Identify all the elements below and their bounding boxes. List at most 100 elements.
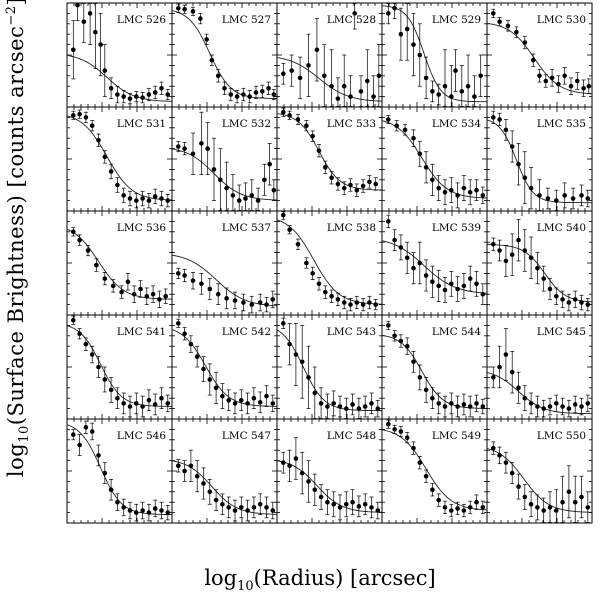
data-point	[442, 404, 448, 409]
data-point	[271, 92, 277, 97]
model-curve	[276, 113, 382, 191]
data-point	[239, 505, 244, 510]
panel: LMC 537	[171, 210, 278, 316]
data-point	[586, 83, 592, 89]
data-point	[554, 508, 559, 513]
data-point	[562, 193, 567, 198]
panel: LMC 546	[66, 418, 173, 524]
data-point	[251, 395, 257, 401]
data-point	[297, 75, 303, 81]
data-point	[270, 401, 276, 406]
data-point	[81, 19, 87, 25]
model-curve	[171, 460, 278, 515]
data-point	[146, 510, 152, 515]
data-point	[257, 400, 263, 405]
data-point	[335, 297, 341, 302]
data-point	[354, 187, 360, 193]
data-point	[134, 510, 139, 515]
data-point	[157, 297, 162, 302]
data-point	[478, 73, 484, 79]
data-point	[373, 302, 379, 307]
data-point	[325, 499, 330, 505]
data-point	[369, 401, 374, 406]
data-point	[453, 68, 458, 73]
data-point	[96, 364, 101, 370]
data-point	[491, 11, 496, 16]
data-point	[98, 42, 103, 47]
data-point	[386, 117, 391, 122]
data-point	[312, 390, 318, 396]
data-point	[159, 196, 164, 201]
data-point	[134, 401, 139, 406]
data-point	[201, 481, 206, 486]
data-point	[209, 57, 215, 63]
data-point	[461, 508, 467, 513]
data-point	[474, 281, 479, 287]
data-point	[228, 92, 234, 97]
data-point	[337, 404, 343, 409]
panel-label: LMC 549	[432, 430, 481, 442]
panel-label: LMC 529	[432, 14, 481, 26]
data-point	[121, 401, 126, 406]
data-point	[115, 92, 120, 97]
data-point	[509, 144, 515, 149]
data-point	[257, 501, 263, 507]
data-point	[503, 460, 509, 465]
data-point	[245, 401, 250, 406]
data-point	[358, 89, 364, 94]
data-point	[465, 83, 471, 89]
data-point	[264, 505, 269, 510]
data-point	[314, 47, 320, 53]
data-point	[207, 286, 213, 292]
data-point	[509, 252, 515, 257]
data-point	[430, 395, 435, 401]
panel-label: LMC 536	[117, 222, 166, 234]
data-point	[566, 489, 572, 495]
data-point	[310, 271, 316, 276]
data-point	[96, 453, 101, 458]
data-point	[560, 297, 565, 302]
data-point	[562, 73, 567, 79]
data-point	[505, 23, 511, 29]
data-point	[102, 68, 108, 73]
model-curve	[381, 120, 488, 199]
data-point	[182, 331, 187, 337]
panel-label: LMC 542	[222, 326, 271, 338]
data-point	[310, 133, 316, 139]
data-point	[459, 89, 465, 94]
data-point	[467, 189, 473, 195]
panel-label: LMC 538	[327, 222, 376, 234]
data-point	[224, 296, 229, 301]
panel-label: LMC 537	[222, 222, 271, 234]
data-point	[89, 352, 95, 357]
panel: LMC 529	[381, 2, 488, 108]
panel: LMC 536	[66, 210, 173, 316]
data-point	[572, 402, 578, 407]
data-point	[541, 508, 546, 513]
data-point	[522, 494, 528, 500]
data-point	[430, 487, 435, 493]
data-point	[423, 273, 429, 278]
panel-label: LMC 527	[222, 14, 271, 26]
data-point	[165, 92, 171, 97]
data-point	[281, 321, 286, 326]
data-point	[436, 283, 442, 289]
data-point	[289, 68, 295, 73]
data-point	[348, 182, 353, 188]
data-point	[535, 505, 540, 510]
data-point	[224, 185, 229, 191]
data-point	[417, 151, 423, 157]
panel: LMC 549	[381, 418, 488, 524]
data-point	[585, 401, 591, 406]
data-point	[530, 57, 536, 63]
data-point	[140, 95, 145, 100]
data-point	[331, 501, 337, 507]
data-point	[304, 123, 309, 129]
data-point	[335, 181, 341, 187]
data-point	[411, 445, 416, 451]
data-point	[131, 291, 137, 297]
data-point	[535, 404, 540, 409]
data-point	[188, 463, 194, 469]
data-point	[182, 468, 187, 474]
